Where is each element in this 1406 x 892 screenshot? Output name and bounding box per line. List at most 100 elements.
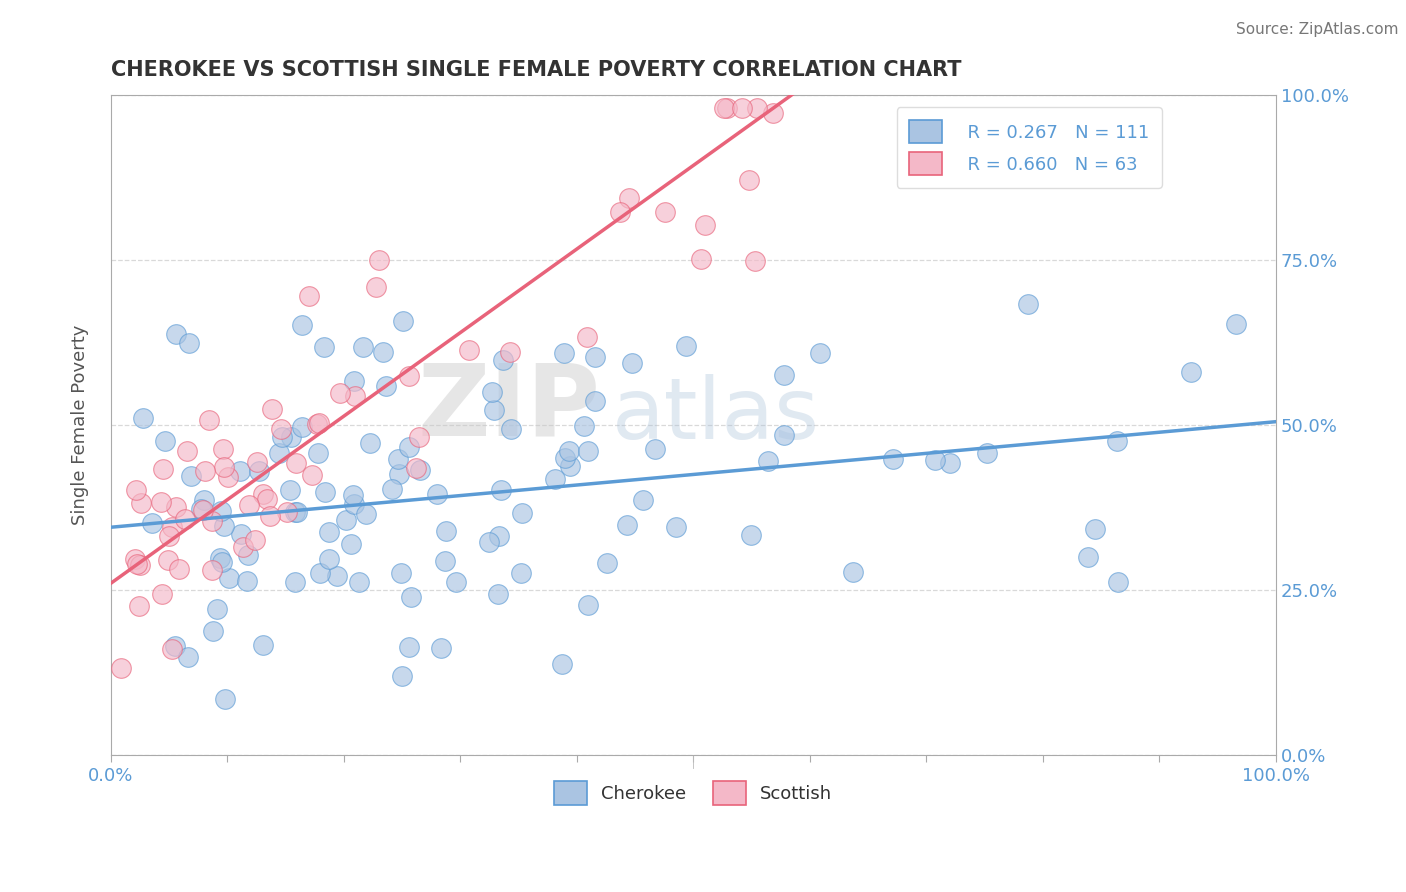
Point	[773, 368, 796, 383]
Point	[229, 464, 252, 478]
Point	[174, 512, 197, 526]
Point	[207, 602, 229, 616]
Point	[738, 172, 761, 186]
Point	[481, 384, 503, 399]
Point	[551, 657, 574, 671]
Point	[298, 289, 321, 303]
Point	[252, 487, 274, 501]
Point	[444, 574, 467, 589]
Point	[359, 435, 381, 450]
Point	[247, 464, 270, 478]
Point	[740, 528, 762, 542]
Point	[128, 558, 150, 572]
Point	[484, 403, 506, 417]
Point	[596, 556, 619, 570]
Point	[426, 486, 449, 500]
Point	[457, 343, 479, 358]
Point	[291, 419, 314, 434]
Point	[391, 669, 413, 683]
Point	[194, 464, 217, 478]
Point	[553, 346, 575, 360]
Point	[218, 571, 240, 585]
Point	[193, 492, 215, 507]
Point	[1105, 434, 1128, 448]
Point	[270, 422, 292, 436]
Point	[343, 497, 366, 511]
Point	[153, 434, 176, 448]
Point	[617, 191, 640, 205]
Point	[190, 501, 212, 516]
Point	[398, 640, 420, 655]
Point	[374, 379, 396, 393]
Point	[314, 340, 336, 354]
Point	[318, 552, 340, 566]
Point	[308, 566, 330, 581]
Point	[576, 329, 599, 343]
Point	[165, 500, 187, 514]
Point	[690, 252, 713, 266]
Point	[434, 524, 457, 539]
Point	[271, 430, 294, 444]
Point	[509, 566, 531, 580]
Point	[489, 483, 512, 497]
Point	[211, 555, 233, 569]
Point	[269, 446, 291, 460]
Point	[644, 442, 666, 457]
Point	[177, 650, 200, 665]
Text: atlas: atlas	[612, 374, 820, 457]
Point	[488, 528, 510, 542]
Point	[124, 552, 146, 566]
Point	[212, 519, 235, 533]
Point	[165, 326, 187, 341]
Point	[238, 498, 260, 512]
Point	[405, 460, 427, 475]
Point	[160, 641, 183, 656]
Point	[167, 562, 190, 576]
Point	[1017, 297, 1039, 311]
Point	[284, 574, 307, 589]
Text: Source: ZipAtlas.com: Source: ZipAtlas.com	[1236, 22, 1399, 37]
Point	[398, 440, 420, 454]
Point	[344, 389, 367, 403]
Point	[127, 557, 149, 571]
Point	[716, 101, 738, 115]
Point	[160, 520, 183, 534]
Point	[276, 505, 298, 519]
Point	[756, 454, 779, 468]
Point	[180, 468, 202, 483]
Point	[157, 528, 180, 542]
Point	[278, 483, 301, 497]
Text: ZIP: ZIP	[418, 360, 600, 457]
Point	[340, 537, 363, 551]
Point	[1180, 365, 1202, 379]
Point	[208, 550, 231, 565]
Point	[179, 336, 201, 351]
Point	[212, 442, 235, 457]
Point	[366, 279, 388, 293]
Point	[695, 218, 717, 232]
Point	[609, 204, 631, 219]
Point	[1084, 522, 1107, 536]
Point	[773, 427, 796, 442]
Point	[285, 456, 308, 470]
Point	[510, 506, 533, 520]
Point	[381, 482, 404, 496]
Point	[129, 496, 152, 510]
Point	[399, 590, 422, 604]
Point	[285, 505, 308, 519]
Point	[486, 587, 509, 601]
Point	[654, 204, 676, 219]
Point	[557, 444, 579, 458]
Point	[318, 525, 340, 540]
Point	[554, 451, 576, 466]
Point	[176, 444, 198, 458]
Point	[631, 493, 654, 508]
Point	[976, 446, 998, 460]
Point	[352, 340, 374, 354]
Point	[585, 350, 607, 364]
Point	[398, 369, 420, 384]
Point	[209, 504, 232, 518]
Point	[193, 503, 215, 517]
Point	[371, 345, 394, 359]
Point	[329, 386, 352, 401]
